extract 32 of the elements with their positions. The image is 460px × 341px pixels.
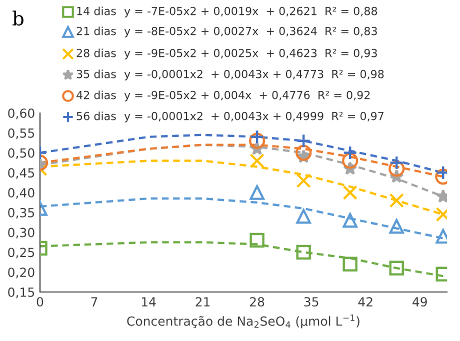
- y-tick-label: 0,35: [8, 208, 34, 219]
- legend-label: 42 dias: [76, 90, 116, 100]
- text: y = -0,0001x2 + 0,0043x + 0,4773 R² = 0,98: [124, 70, 384, 80]
- y-tick-label: 0,25: [8, 248, 34, 258]
- y-tick-label: 0,15: [8, 287, 34, 298]
- legend-label: 21 dias: [76, 26, 116, 36]
- y-tick-label: 0,20: [8, 268, 34, 278]
- x-tick-label: 35: [304, 297, 318, 307]
- x-tick-label: 49: [412, 297, 427, 307]
- text: y = -8E-05x2 + 0,0027x + 0,3624 R² = 0,83: [124, 26, 377, 38]
- y-tick-label: 0,45: [8, 168, 34, 179]
- annotation: y = -0,0001x2 + 0,0043x + 0,4999 R² = 0,97: [124, 112, 384, 122]
- text: y = -7E-05x2 + 0,0019x + 0,2621 R² = 0,88: [124, 6, 378, 18]
- y-tick-label: 0,55: [8, 128, 34, 140]
- x-tick-label: 42: [358, 297, 372, 306]
- x-tick-label: 7: [91, 297, 98, 306]
- y-tick-label: 0,50: [8, 148, 34, 159]
- legend-label: 14 dias: [77, 6, 116, 16]
- legend-label: 56 dias: [76, 112, 116, 120]
- x-tick-label: 14: [142, 297, 156, 306]
- text: y = -9E-05x2 + 0,004x + 0,4776 R² = 0,92: [124, 90, 370, 102]
- y-tick-label: 0,60: [8, 108, 34, 120]
- legend-label: 28 dias: [76, 48, 116, 58]
- x-axis-title: Concentração de Na$_{2}$SeO$_{4}$ (µmol L$^{−1}$): [127, 314, 360, 328]
- y-tick-label: 0,40: [8, 188, 34, 199]
- x-tick-label: 21: [196, 297, 210, 306]
- x-tick-label: 0: [36, 297, 44, 307]
- y-tick-label: 0,30: [8, 228, 34, 239]
- chart-title: b: [12, 10, 24, 26]
- text: y = -9E-05x2 + 0,0025x + 0,4623 R² = 0,93: [124, 48, 377, 60]
- legend-label: 35 dias: [76, 70, 116, 78]
- x-tick-label: 28: [250, 297, 264, 307]
